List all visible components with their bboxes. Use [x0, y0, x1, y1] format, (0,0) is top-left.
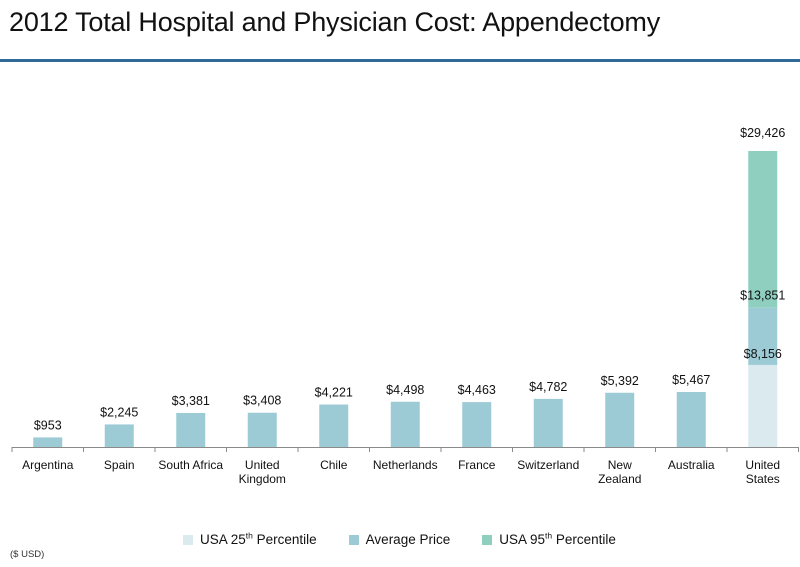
x-tick-label: Chile — [320, 458, 348, 472]
x-tick-label: Zealand — [598, 472, 641, 486]
legend-label: Average Price — [365, 532, 451, 547]
x-tick-label: United — [245, 458, 280, 472]
bar-value-label: $953 — [34, 418, 62, 432]
bar-average-price — [33, 437, 63, 447]
title-rule — [0, 59, 800, 62]
legend-label: USA 25th Percentile — [200, 530, 317, 547]
legend-item: Average Price — [348, 532, 451, 547]
bar-value-label: $4,498 — [386, 383, 424, 397]
legend-label: USA 95th Percentile — [499, 530, 616, 547]
usa-average-label: $13,851 — [740, 289, 785, 303]
bar-average-price — [605, 392, 635, 447]
bar-average-price — [247, 412, 277, 447]
x-tick-label: Argentina — [22, 458, 74, 472]
usa-p25-label: $8,156 — [744, 347, 782, 361]
x-tick-label: Australia — [668, 458, 715, 472]
bar-usa-segment — [748, 151, 778, 308]
bar-average-price — [319, 404, 349, 447]
x-tick-label: United — [745, 458, 780, 472]
legend-swatch — [348, 534, 359, 545]
bar-value-label: $5,467 — [672, 373, 710, 387]
chart-title: 2012 Total Hospital and Physician Cost: … — [9, 7, 661, 37]
x-tick-label: France — [458, 458, 496, 472]
x-tick-label: Kingdom — [239, 472, 286, 486]
bar-value-label: $3,408 — [243, 394, 281, 408]
bar-value-label: $3,381 — [172, 394, 210, 408]
x-tick-label: Netherlands — [373, 458, 438, 472]
bar-average-price — [390, 401, 420, 447]
bar-average-price — [104, 424, 134, 447]
usa-p95-label: $29,426 — [740, 126, 785, 140]
x-tick-label: States — [746, 472, 780, 486]
legend-item: USA 25th Percentile — [183, 530, 317, 547]
bar-average-price — [462, 402, 492, 447]
x-tick-label: South Africa — [158, 458, 223, 472]
legend-swatch — [482, 534, 493, 545]
bar-value-label: $4,782 — [529, 380, 567, 394]
bar-value-label: $4,463 — [458, 383, 496, 397]
bar-value-label: $4,221 — [315, 386, 353, 400]
bar-usa-segment — [748, 307, 778, 365]
x-tick-label: Switzerland — [517, 458, 579, 472]
chart-legend: USA 25th Percentile Average Price USA 95th… — [183, 530, 616, 547]
bar-average-price — [176, 412, 206, 447]
bar-value-label: $2,245 — [100, 405, 138, 419]
unit-footnote: ($ USD) — [10, 549, 45, 560]
x-tick-label: New — [608, 458, 632, 472]
x-tick-label: Spain — [104, 458, 135, 472]
bar-average-price — [533, 398, 563, 447]
bar-average-price — [676, 392, 706, 447]
legend-item: USA 95th Percentile — [482, 530, 616, 547]
bar-usa-segment — [748, 364, 778, 447]
bar-value-label: $5,392 — [601, 374, 639, 388]
bar-chart: Argentina $953 Spain $2,245 South Africa $3,3… — [11, 126, 799, 486]
legend-swatch — [183, 534, 193, 545]
